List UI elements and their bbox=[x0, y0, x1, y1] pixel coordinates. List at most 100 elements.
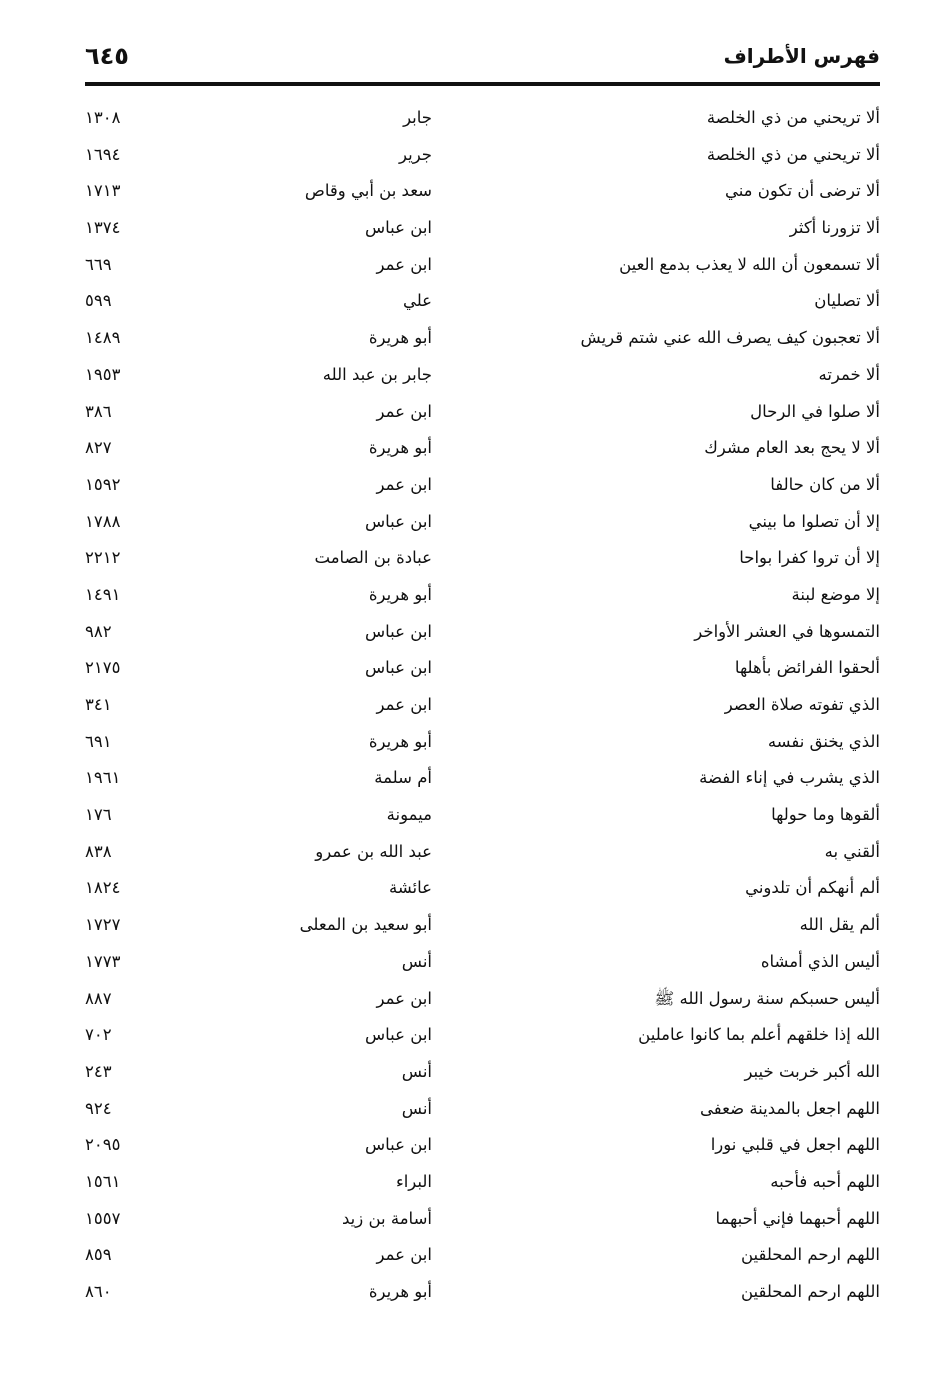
index-entry: ألا تصليان علي ٥٩٩ bbox=[0, 285, 950, 322]
narrator-name: ابن عمر bbox=[376, 1245, 432, 1265]
narrator-name: ابن عباس bbox=[365, 1135, 432, 1155]
narrator-name: أبو هريرة bbox=[368, 328, 432, 348]
hadith-phrase: ألقني به bbox=[824, 841, 880, 861]
hadith-phrase: إلا أن تصلوا ما بيني bbox=[748, 511, 880, 531]
narrator-name: ابن عمر bbox=[376, 695, 432, 714]
hadith-phrase: ألا تريحني من ذي الخلصة bbox=[706, 144, 880, 164]
index-entry: أليس الذي أمشاه أنس ١٧٧٣ bbox=[0, 946, 950, 983]
hadith-phrase: ألم أنهكم أن تلدوني bbox=[745, 878, 880, 898]
index-entry: إلا أن تروا كفرا بواحا عبادة بن الصامت ٢٢١… bbox=[0, 542, 950, 579]
hadith-number: ١٧٨٨ bbox=[85, 511, 121, 531]
hadith-number: ٢٢١٢ bbox=[85, 548, 121, 568]
hadith-phrase: الله إذا خلقهم أعلم بما كانوا عاملين bbox=[638, 1025, 880, 1045]
hadith-phrase: الذي يخنق نفسه bbox=[767, 731, 880, 751]
index-entry: اللهم ارحم المحلقين ابن عمر ٨٥٩ bbox=[0, 1239, 950, 1276]
hadith-number: ١٣٠٨ bbox=[85, 108, 121, 127]
narrator-name: ابن عمر bbox=[376, 474, 432, 494]
hadith-number: ١٩٦١ bbox=[85, 768, 121, 788]
narrator-name: عبادة بن الصامت bbox=[314, 548, 432, 568]
index-title: فهرس الأطراف bbox=[723, 44, 880, 68]
hadith-number: ٦٦٩ bbox=[85, 254, 112, 274]
index-entry: ألا تعجبون كيف يصرف الله عني شتم قريش أبو… bbox=[0, 322, 950, 359]
index-entry: ألا تريحني من ذي الخلصة جابر ١٣٠٨ bbox=[0, 102, 950, 139]
hadith-number: ١٧٦ bbox=[85, 805, 112, 825]
hadith-number: ٨٣٨ bbox=[85, 841, 112, 861]
index-entry: الذي تفوته صلاة العصر ابن عمر ٣٤١ bbox=[0, 689, 950, 726]
index-list: ألا تريحني من ذي الخلصة جابر ١٣٠٨ ألا تريحن… bbox=[0, 102, 950, 1313]
hadith-number: ٢١٧٥ bbox=[85, 658, 121, 678]
hadith-number: ١٤٩١ bbox=[85, 584, 121, 604]
hadith-phrase: ألا تريحني من ذي الخلصة bbox=[706, 108, 880, 127]
index-entry: ألا خمرته جابر بن عبد الله ١٩٥٣ bbox=[0, 359, 950, 396]
index-entry: ألا صلوا في الرحال ابن عمر ٣٨٦ bbox=[0, 396, 950, 433]
narrator-name: ابن عباس bbox=[365, 511, 432, 531]
narrator-name: أبو هريرة bbox=[368, 731, 432, 751]
narrator-name: ابن عمر bbox=[376, 401, 432, 421]
index-entry: إلا موضع لبنة أبو هريرة ١٤٩١ bbox=[0, 579, 950, 616]
narrator-name: البراء bbox=[395, 1171, 432, 1191]
hadith-phrase: ألا صلوا في الرحال bbox=[750, 401, 880, 421]
hadith-number: ١٥٩٢ bbox=[85, 474, 121, 494]
hadith-number: ٣٨٦ bbox=[85, 401, 112, 421]
index-entry: اللهم اجعل في قلبي نورا ابن عباس ٢٠٩٥ bbox=[0, 1129, 950, 1166]
narrator-name: ابن عباس bbox=[365, 658, 432, 678]
narrator-name: ابن عباس bbox=[365, 1025, 432, 1045]
hadith-phrase: ألا تزورنا أكثر bbox=[789, 218, 880, 238]
hadith-phrase: أليس حسبكم سنة رسول الله ﷺ bbox=[654, 988, 880, 1008]
index-entry: ألم يقل الله أبو سعيد بن المعلى ١٧٢٧ bbox=[0, 909, 950, 946]
hadith-phrase: اللهم أحبه فأحبه bbox=[770, 1171, 880, 1191]
narrator-name: أنس bbox=[401, 951, 432, 971]
index-entry: ألا ترضى أن تكون مني سعد بن أبي وقاص ١٧١٣ bbox=[0, 175, 950, 212]
hadith-phrase: ألا تعجبون كيف يصرف الله عني شتم قريش bbox=[580, 328, 880, 348]
page-number: ٦٤٥ bbox=[85, 42, 129, 70]
index-entry: ألم أنهكم أن تلدوني عائشة ١٨٢٤ bbox=[0, 872, 950, 909]
index-entry: التمسوها في العشر الأواخر ابن عباس ٩٨٢ bbox=[0, 616, 950, 653]
hadith-number: ١٩٥٣ bbox=[85, 364, 121, 384]
narrator-name: عبد الله بن عمرو bbox=[315, 841, 432, 861]
hadith-number: ٧٠٢ bbox=[85, 1025, 112, 1045]
index-entry: اللهم أحبه فأحبه البراء ١٥٦١ bbox=[0, 1166, 950, 1203]
hadith-phrase: ألحقوا الفرائض بأهلها bbox=[734, 658, 880, 678]
index-entry: اللهم أحبهما فإني أحبهما أسامة بن زيد ١٥٥٧ bbox=[0, 1203, 950, 1240]
hadith-phrase: اللهم ارحم المحلقين bbox=[740, 1282, 880, 1301]
hadith-phrase: ألا من كان حالفا bbox=[770, 474, 880, 494]
hadith-number: ٨٨٧ bbox=[85, 988, 112, 1008]
hadith-phrase: اللهم اجعل في قلبي نورا bbox=[710, 1135, 880, 1155]
narrator-name: أبو سعيد بن المعلى bbox=[299, 915, 432, 935]
hadith-phrase: ألا تصليان bbox=[814, 291, 880, 311]
hadith-number: ٢٠٩٥ bbox=[85, 1135, 121, 1155]
narrator-name: ابن عباس bbox=[365, 218, 432, 238]
hadith-phrase: ألم يقل الله bbox=[799, 915, 880, 935]
hadith-number: ١٤٨٩ bbox=[85, 328, 121, 348]
hadith-phrase: ألقوها وما حولها bbox=[771, 805, 880, 825]
narrator-name: جابر بن عبد الله bbox=[322, 364, 432, 384]
hadith-number: ٨٢٧ bbox=[85, 438, 112, 458]
narrator-name: جرير bbox=[399, 144, 432, 164]
hadith-number: ١٧٧٣ bbox=[85, 951, 121, 971]
index-entry: إلا أن تصلوا ما بيني ابن عباس ١٧٨٨ bbox=[0, 506, 950, 543]
hadith-number: ١٣٧٤ bbox=[85, 218, 121, 238]
narrator-name: ابن عباس bbox=[365, 621, 432, 641]
index-entry: ألقني به عبد الله بن عمرو ٨٣٨ bbox=[0, 836, 950, 873]
index-entry: اللهم ارحم المحلقين أبو هريرة ٨٦٠ bbox=[0, 1276, 950, 1313]
narrator-name: ميمونة bbox=[386, 805, 432, 825]
index-entry: ألا تريحني من ذي الخلصة جرير ١٦٩٤ bbox=[0, 139, 950, 176]
narrator-name: أم سلمة bbox=[374, 768, 432, 788]
hadith-number: ٨٥٩ bbox=[85, 1245, 112, 1265]
hadith-phrase: الله أكبر خربت خيبر bbox=[744, 1061, 880, 1081]
narrator-name: ابن عمر bbox=[376, 988, 432, 1008]
hadith-phrase: اللهم اجعل بالمدينة ضعفى bbox=[700, 1098, 880, 1118]
hadith-phrase: ألا خمرته bbox=[818, 364, 880, 384]
hadith-number: ١٧١٣ bbox=[85, 181, 121, 201]
hadith-phrase: إلا أن تروا كفرا بواحا bbox=[739, 548, 880, 568]
hadith-number: ١٦٩٤ bbox=[85, 144, 121, 164]
hadith-phrase: ألا لا يحج بعد العام مشرك bbox=[704, 438, 880, 458]
hadith-number: ٥٩٩ bbox=[85, 291, 112, 311]
narrator-name: ابن عمر bbox=[376, 254, 432, 274]
hadith-number: ٩٢٤ bbox=[85, 1098, 112, 1118]
narrator-name: أنس bbox=[401, 1061, 432, 1081]
narrator-name: علي bbox=[402, 291, 432, 311]
hadith-number: ٢٤٣ bbox=[85, 1061, 112, 1081]
index-entry: الذي يخنق نفسه أبو هريرة ٦٩١ bbox=[0, 726, 950, 763]
narrator-name: أسامة بن زيد bbox=[342, 1208, 432, 1228]
